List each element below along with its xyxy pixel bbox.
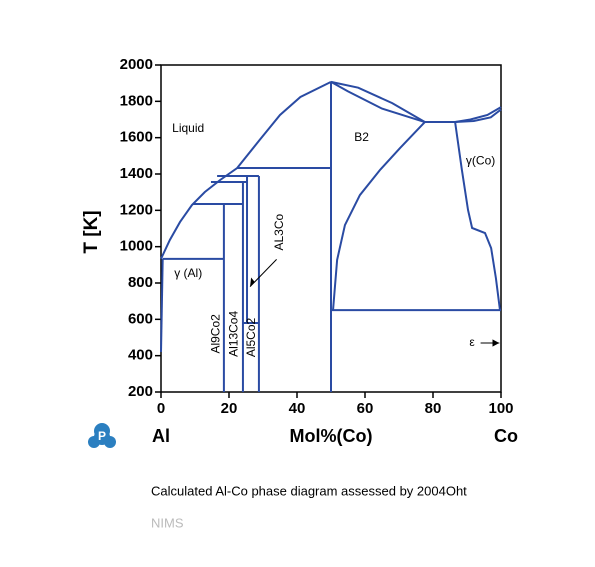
y-tick-label: 800 — [128, 274, 153, 291]
phase-boundary — [330, 80, 426, 123]
x-tick-label: 40 — [289, 400, 306, 417]
region-label: Al5Co2 — [244, 317, 258, 357]
x-right-label: Co — [494, 426, 518, 446]
logo: P — [88, 423, 116, 448]
x-axis-label: Mol%(Co) — [290, 426, 373, 446]
region-label: B2 — [354, 130, 369, 144]
y-tick-label: 1400 — [120, 165, 153, 182]
x-left-label: Al — [152, 426, 170, 446]
x-tick-label: 60 — [357, 400, 374, 417]
arrow-head — [492, 339, 500, 347]
phase-boundary — [454, 121, 501, 311]
region-label: Al9Co2 — [209, 314, 223, 354]
phase-boundary — [455, 108, 502, 124]
region-label: γ (Al) — [174, 266, 202, 280]
region-label: γ(Co) — [466, 153, 495, 167]
arrow-head — [250, 277, 255, 287]
region-label: Al13Co4 — [226, 311, 240, 357]
y-tick-label: 1600 — [120, 129, 153, 146]
y-tick-label: 200 — [128, 383, 153, 400]
phase-boundary — [332, 121, 426, 311]
region-label: AL3Co — [272, 213, 286, 250]
phase-boundary — [160, 80, 332, 260]
source: NIMS — [151, 515, 184, 530]
y-tick-label: 1200 — [120, 201, 153, 218]
x-tick-label: 0 — [157, 400, 165, 417]
y-tick-label: 1800 — [120, 92, 153, 109]
caption: Calculated Al-Co phase diagram assessed … — [151, 483, 467, 498]
x-tick-label: 100 — [488, 400, 513, 417]
logo-letter: P — [98, 429, 106, 443]
x-tick-label: 20 — [221, 400, 238, 417]
region-label: Liquid — [172, 121, 204, 135]
y-axis-label: T [K] — [81, 210, 102, 253]
y-tick-label: 2000 — [120, 56, 153, 73]
y-tick-label: 400 — [128, 347, 153, 364]
x-tick-label: 80 — [425, 400, 442, 417]
region-label: ε — [469, 335, 475, 349]
phase-boundary — [330, 81, 426, 123]
phase-boundary — [160, 258, 164, 353]
y-tick-label: 1000 — [120, 238, 153, 255]
y-tick-label: 600 — [128, 310, 153, 327]
